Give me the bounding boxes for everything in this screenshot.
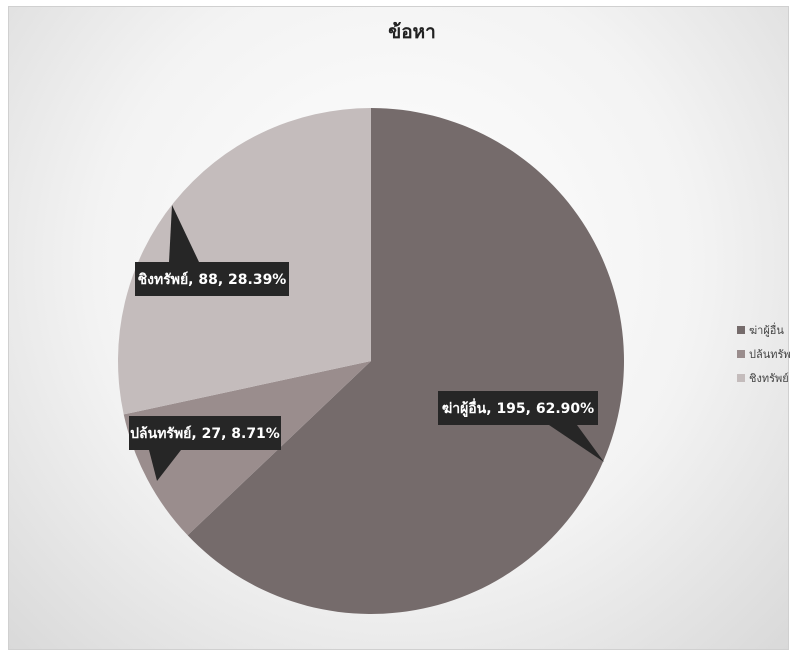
data-label-text: ปล้นทรัพย์, 27, 8.71% <box>130 425 280 442</box>
data-label-pointer <box>149 450 181 481</box>
data-label-2: ปล้นทรัพย์, 27, 8.71% <box>129 416 281 481</box>
legend-swatch <box>737 374 745 382</box>
pie-slice-1 <box>187 108 625 614</box>
chart-title: ข้อหา <box>388 21 436 43</box>
legend: ฆ่าผู้อื่นปล้นทรัพย์ชิงทรัพย์ <box>737 322 790 385</box>
data-label-box <box>135 262 289 296</box>
data-label-text: ฆ่าผู้อื่น, 195, 62.90% <box>442 398 594 417</box>
legend-swatch <box>737 326 745 334</box>
legend-label: ฆ่าผู้อื่น <box>749 322 784 337</box>
pie-slices <box>117 108 625 614</box>
legend-label: ปล้นทรัพย์ <box>749 348 790 361</box>
data-label-text: ชิงทรัพย์, 88, 28.39% <box>138 271 287 288</box>
data-label-pointer <box>549 425 604 462</box>
data-labels: ฆ่าผู้อื่น, 195, 62.90% ปล้นทรัพย์, 27, 8… <box>129 205 604 481</box>
chart-area: ข้อหา ฆ่าผู้อื่น, 195, 62.90% ปล้นทรัพย์,… <box>8 6 790 650</box>
data-label-1: ฆ่าผู้อื่น, 195, 62.90% <box>438 391 604 462</box>
pie-chart: ข้อหา ฆ่าผู้อื่น, 195, 62.90% ปล้นทรัพย์,… <box>117 21 790 614</box>
data-label-box <box>129 416 281 450</box>
pie-slice-3 <box>117 108 371 415</box>
legend-item-1: ฆ่าผู้อื่น <box>737 322 784 337</box>
data-label-3: ชิงทรัพย์, 88, 28.39% <box>135 205 289 296</box>
legend-label: ชิงทรัพย์ <box>749 372 789 385</box>
data-label-box <box>438 391 598 425</box>
data-label-pointer <box>169 205 199 262</box>
legend-swatch <box>737 350 745 358</box>
legend-item-2: ปล้นทรัพย์ <box>737 348 790 361</box>
legend-item-3: ชิงทรัพย์ <box>737 372 789 385</box>
